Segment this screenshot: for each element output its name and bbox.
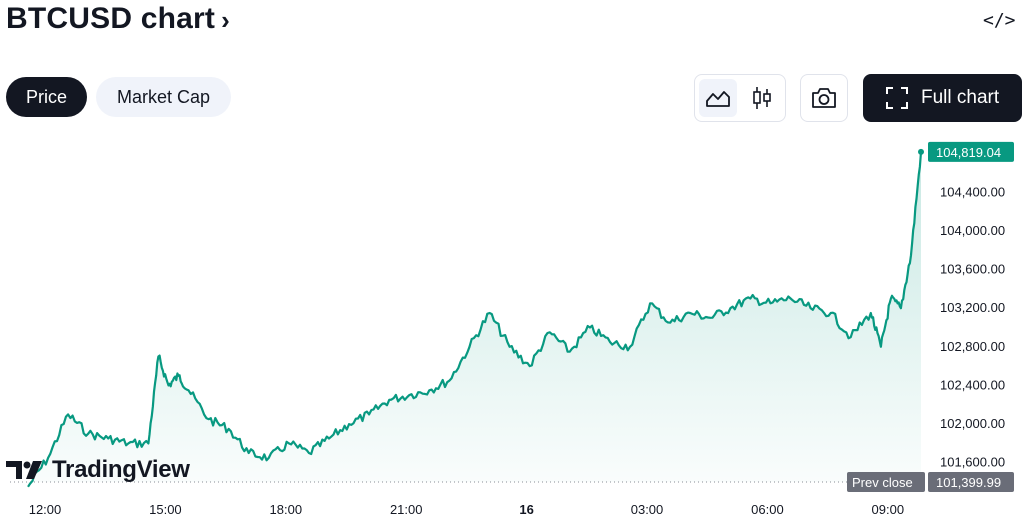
x-tick-label: 18:00 <box>270 502 303 517</box>
chart-title[interactable]: BTCUSD chart › <box>6 2 230 36</box>
full-chart-button[interactable]: Full chart <box>863 74 1022 122</box>
y-tick-label: 101,600.00 <box>940 455 1005 470</box>
candlestick-chart-button[interactable] <box>743 79 781 117</box>
area-chart-icon <box>706 91 730 107</box>
x-tick-label: 16 <box>519 502 533 517</box>
fullscreen-icon <box>886 87 908 109</box>
prev-close-value: 101,399.99 <box>936 475 1001 490</box>
tradingview-logo-icon <box>6 461 42 479</box>
tab-market-cap[interactable]: Market Cap <box>96 77 231 117</box>
y-tick-label: 102,400.00 <box>940 377 1005 392</box>
area-chart-button[interactable] <box>699 79 737 117</box>
tab-price[interactable]: Price <box>6 77 87 117</box>
prev-close-label: Prev close <box>852 475 913 490</box>
x-tick-label: 03:00 <box>631 502 664 517</box>
price-line <box>27 151 923 488</box>
price-area-fill <box>28 151 921 487</box>
chart-type-group <box>694 74 786 122</box>
price-chart[interactable]: 101,600.00 102,000.00 102,400.00 102,800.00… <box>0 130 1023 530</box>
y-tick-label: 103,600.00 <box>940 262 1005 277</box>
embed-code-icon[interactable]: </> <box>983 10 1016 31</box>
chart-title-text: BTCUSD chart <box>6 2 216 35</box>
x-tick-label: 21:00 <box>390 502 423 517</box>
last-price-label: 104,819.04 <box>936 145 1001 160</box>
chevron-right-icon: › <box>221 4 230 35</box>
x-tick-label: 09:00 <box>872 502 905 517</box>
y-tick-label: 104,400.00 <box>940 184 1005 199</box>
tradingview-logo[interactable]: TradingView <box>6 456 190 484</box>
full-chart-label: Full chart <box>921 87 1000 108</box>
y-tick-label: 102,800.00 <box>940 339 1005 354</box>
y-tick-label: 104,000.00 <box>940 223 1005 238</box>
x-tick-label: 06:00 <box>751 502 784 517</box>
camera-icon <box>812 88 836 108</box>
prev-close-tag: Prev close 101,399.99 <box>847 472 1014 493</box>
last-price-tag: 104,819.04 <box>928 141 1014 162</box>
x-tick-label: 12:00 <box>29 502 62 517</box>
y-tick-label: 103,200.00 <box>940 300 1005 315</box>
candlestick-icon <box>753 87 771 109</box>
x-tick-label: 15:00 <box>149 502 182 517</box>
y-tick-label: 102,000.00 <box>940 416 1005 431</box>
tradingview-logo-text: TradingView <box>52 456 190 483</box>
snapshot-button[interactable] <box>800 74 848 122</box>
last-price-dot <box>918 148 924 155</box>
